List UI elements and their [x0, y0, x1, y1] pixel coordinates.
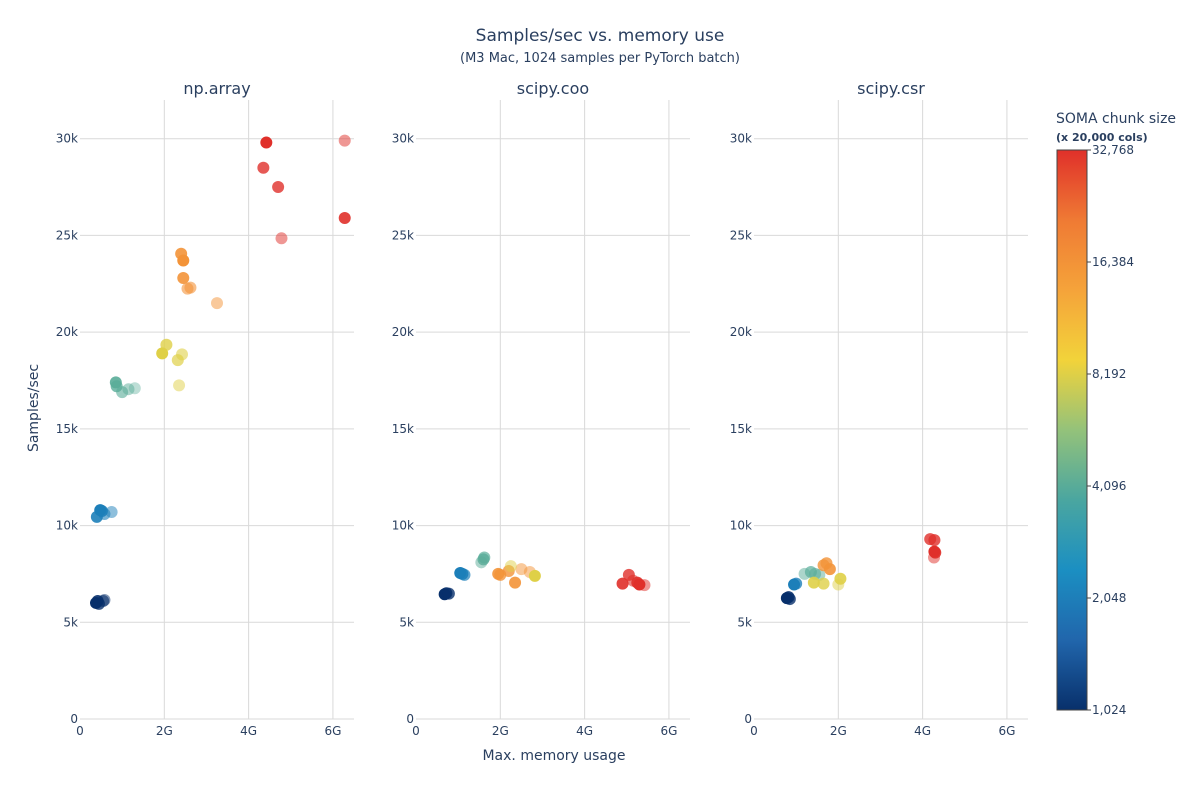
- data-point: [211, 297, 223, 310]
- colorbar-title: SOMA chunk size: [1056, 111, 1176, 127]
- y-axis-label: Samples/sec: [26, 364, 42, 452]
- data-point: [128, 382, 141, 395]
- y-tick-label: 20k: [730, 325, 752, 339]
- x-tick-label: 4G: [914, 724, 931, 738]
- x-axis-label: Max. memory usage: [482, 748, 625, 764]
- y-tick-label: 15k: [56, 422, 78, 436]
- data-point: [807, 576, 820, 589]
- y-tick-label: 25k: [56, 228, 78, 242]
- chart-title: Samples/sec vs. memory use: [476, 26, 725, 46]
- x-tick-label: 2G: [830, 724, 847, 738]
- data-point: [475, 556, 488, 569]
- y-tick-label: 30k: [392, 132, 414, 146]
- colorbar: SOMA chunk size (x 20,000 cols) 1,024 2,0…: [1056, 111, 1176, 717]
- x-tick-label: 6G: [660, 724, 677, 738]
- y-tick-label: 5k: [399, 615, 414, 629]
- colorbar-tick-label: 32,768: [1092, 143, 1134, 157]
- panels: 0 2G 4G 6G 0 5k 10k 15k 20k 25k 30k np.array 0 2G 4G 6G…: [56, 79, 1028, 738]
- data-point: [616, 577, 629, 590]
- panel-title: np.array: [183, 79, 250, 98]
- colorbar-tick-label: 2,048: [1092, 591, 1126, 605]
- data-point: [176, 348, 189, 361]
- panel-title: scipy.coo: [517, 79, 589, 98]
- data-point: [509, 576, 522, 589]
- data-point: [442, 587, 455, 600]
- y-tick-label: 30k: [56, 132, 78, 146]
- data-point: [173, 379, 186, 392]
- x-tick-label: 4G: [576, 724, 593, 738]
- y-tick-label: 0: [406, 712, 414, 726]
- data-point: [823, 563, 836, 576]
- y-tick-label: 10k: [392, 519, 414, 533]
- x-tick-label: 2G: [156, 724, 173, 738]
- data-point: [177, 271, 190, 284]
- data-point: [504, 560, 517, 573]
- colorbar-tick-label: 4,096: [1092, 479, 1126, 493]
- data-point: [122, 383, 135, 396]
- y-tick-label: 25k: [730, 228, 752, 242]
- data-point: [638, 579, 651, 592]
- data-point: [832, 578, 845, 591]
- y-tick-label: 15k: [392, 422, 414, 436]
- y-tick-label: 5k: [737, 615, 752, 629]
- y-tick-label: 10k: [730, 519, 752, 533]
- colorbar-tick-label: 1,024: [1092, 703, 1126, 717]
- data-point: [338, 211, 351, 224]
- panel-scipy-csr: 0 2G 4G 6G 0 5k 10k 15k 20k 25k 30k scipy.csr: [730, 79, 1028, 738]
- y-tick-label: 5k: [63, 615, 78, 629]
- data-point: [98, 594, 111, 607]
- chart-subtitle: (M3 Mac, 1024 samples per PyTorch batch): [460, 51, 740, 66]
- x-tick-label: 0: [76, 724, 84, 738]
- colorbar-tick-label: 16,384: [1092, 255, 1134, 269]
- x-tick-label: 2G: [492, 724, 509, 738]
- y-tick-label: 10k: [56, 519, 78, 533]
- data-point: [257, 161, 270, 174]
- data-point: [275, 232, 288, 245]
- data-point: [160, 338, 173, 351]
- data-point: [928, 534, 941, 547]
- data-point: [260, 136, 273, 149]
- data-point: [105, 506, 118, 519]
- data-point: [927, 551, 940, 564]
- x-tick-label: 4G: [240, 724, 257, 738]
- panel-scipy-coo: 0 2G 4G 6G 0 5k 10k 15k 20k 25k 30k scipy.coo: [392, 79, 690, 738]
- x-tick-label: 0: [750, 724, 758, 738]
- data-point: [528, 569, 541, 582]
- data-point: [272, 181, 285, 194]
- data-point: [338, 134, 351, 147]
- data-point: [783, 593, 796, 606]
- y-tick-label: 15k: [730, 422, 752, 436]
- data-point: [790, 577, 803, 590]
- y-tick-label: 20k: [392, 325, 414, 339]
- y-tick-label: 30k: [730, 132, 752, 146]
- colorbar-subtitle: (x 20,000 cols): [1056, 131, 1148, 144]
- x-tick-label: 6G: [998, 724, 1015, 738]
- x-tick-label: 6G: [324, 724, 341, 738]
- y-tick-label: 0: [744, 712, 752, 726]
- panel-title: scipy.csr: [857, 79, 925, 98]
- data-point: [817, 577, 830, 590]
- panel-np-array: 0 2G 4G 6G 0 5k 10k 15k 20k 25k 30k np.array: [56, 79, 354, 738]
- x-tick-label: 0: [412, 724, 420, 738]
- data-point: [184, 281, 197, 294]
- y-tick-label: 25k: [392, 228, 414, 242]
- data-point: [177, 254, 190, 267]
- y-tick-label: 0: [70, 712, 78, 726]
- data-point: [458, 568, 471, 581]
- colorbar-scale: [1056, 149, 1088, 711]
- colorbar-tick-label: 8,192: [1092, 367, 1126, 381]
- y-tick-label: 20k: [56, 325, 78, 339]
